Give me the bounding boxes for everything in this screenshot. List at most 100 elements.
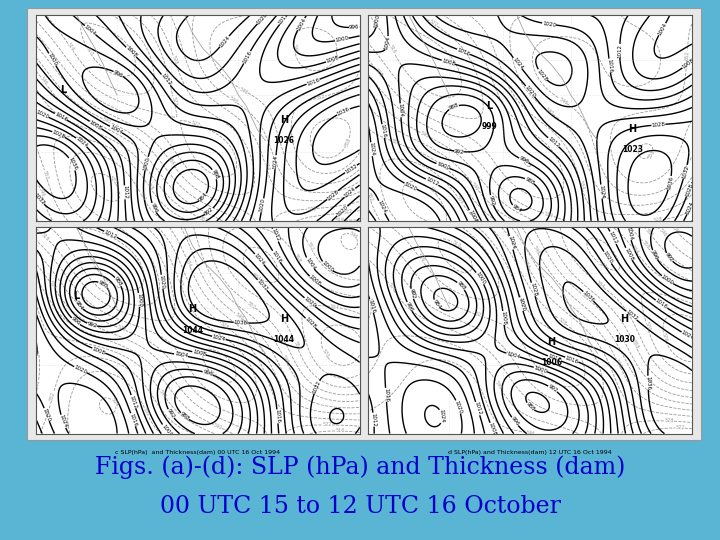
- Text: 540: 540: [228, 96, 238, 105]
- Text: 1036: 1036: [666, 176, 674, 190]
- Text: 1044: 1044: [274, 335, 294, 344]
- Text: 1016: 1016: [241, 50, 253, 65]
- Text: 540: 540: [102, 117, 112, 125]
- Text: 996: 996: [650, 249, 660, 261]
- Text: 984: 984: [74, 299, 84, 311]
- Text: 516: 516: [66, 42, 76, 53]
- Text: 1012: 1012: [160, 73, 172, 87]
- Text: 1000: 1000: [320, 260, 334, 273]
- Text: 1028: 1028: [529, 282, 537, 297]
- Text: 992: 992: [454, 148, 464, 154]
- Text: 1016: 1016: [379, 124, 387, 138]
- Text: 1020: 1020: [524, 84, 536, 98]
- Text: 1024: 1024: [598, 184, 605, 199]
- Text: 1016: 1016: [53, 111, 68, 123]
- Text: 564: 564: [251, 273, 262, 282]
- Text: 999: 999: [482, 122, 498, 131]
- Text: H: H: [189, 305, 197, 314]
- Text: 1020: 1020: [602, 250, 613, 265]
- Text: 996: 996: [348, 24, 359, 30]
- Text: 1036: 1036: [67, 157, 78, 171]
- Text: 1012: 1012: [617, 44, 622, 58]
- Text: H: H: [548, 336, 556, 347]
- Text: 534: 534: [184, 258, 192, 268]
- Text: 1012: 1012: [103, 229, 118, 240]
- Text: 00 UTC 15 to 12 UTC 16 October: 00 UTC 15 to 12 UTC 16 October: [160, 495, 560, 518]
- Text: 522: 522: [171, 96, 177, 106]
- Text: 558: 558: [641, 240, 650, 250]
- Text: 1024: 1024: [74, 136, 89, 149]
- Text: 992: 992: [86, 321, 98, 329]
- Text: 522: 522: [428, 19, 438, 28]
- Text: 992: 992: [547, 384, 559, 394]
- Text: 1006: 1006: [541, 358, 562, 367]
- Text: 1008: 1008: [681, 58, 696, 70]
- Text: 1036: 1036: [582, 290, 595, 303]
- Text: 1000: 1000: [474, 271, 486, 286]
- Text: 996: 996: [518, 156, 530, 165]
- Text: 546: 546: [657, 227, 667, 238]
- Text: 558: 558: [292, 340, 300, 351]
- Text: 1008: 1008: [192, 349, 207, 357]
- Text: 552: 552: [42, 170, 50, 180]
- Text: 570: 570: [597, 260, 608, 269]
- Text: 1024: 1024: [368, 142, 375, 157]
- Text: d SLP(hPa) and Thickness(dam) 12 UTC 16 Oct 1994: d SLP(hPa) and Thickness(dam) 12 UTC 16 …: [449, 450, 612, 455]
- Text: 1024: 1024: [685, 200, 695, 215]
- Text: 1020: 1020: [35, 109, 50, 120]
- Text: 564: 564: [138, 191, 147, 201]
- Text: 552: 552: [305, 241, 315, 252]
- Text: 996: 996: [510, 416, 520, 427]
- Text: 546: 546: [348, 231, 359, 240]
- Text: 534: 534: [522, 259, 531, 270]
- Text: 1004: 1004: [397, 103, 403, 118]
- Text: 1016: 1016: [383, 388, 389, 402]
- Text: 996: 996: [150, 202, 158, 214]
- Text: 534: 534: [262, 161, 270, 172]
- Text: 510: 510: [84, 46, 94, 57]
- Text: 1000: 1000: [47, 52, 58, 67]
- Text: 996: 996: [112, 69, 124, 78]
- Text: 1024: 1024: [253, 252, 266, 266]
- Text: 546: 546: [238, 86, 249, 95]
- Text: 1032: 1032: [624, 309, 639, 322]
- Text: 564: 564: [109, 397, 119, 408]
- Text: 528: 528: [307, 206, 317, 212]
- Text: 552: 552: [199, 215, 209, 224]
- Text: 988: 988: [523, 176, 536, 186]
- Text: 1012: 1012: [371, 413, 377, 427]
- Text: 996: 996: [202, 369, 213, 377]
- Text: 534: 534: [543, 211, 554, 219]
- Text: 546: 546: [531, 245, 541, 255]
- Text: 1004: 1004: [657, 22, 668, 37]
- Text: 546: 546: [470, 181, 480, 192]
- Text: 988: 988: [456, 280, 467, 292]
- Text: 1008: 1008: [89, 119, 103, 131]
- Text: 1012: 1012: [546, 136, 560, 149]
- Text: 980: 980: [97, 279, 109, 289]
- Text: 1032: 1032: [681, 164, 690, 179]
- Text: 504: 504: [87, 254, 96, 265]
- Text: 1000: 1000: [136, 293, 143, 307]
- Text: 540: 540: [671, 226, 681, 236]
- Text: 546: 546: [158, 388, 167, 399]
- Text: 1028: 1028: [304, 316, 318, 330]
- Text: H: H: [621, 314, 629, 323]
- Text: 1012: 1012: [547, 354, 562, 363]
- Text: 1012: 1012: [425, 177, 439, 187]
- Text: 1000: 1000: [334, 36, 349, 43]
- Text: 522: 522: [474, 312, 485, 320]
- Text: 1024: 1024: [438, 409, 445, 423]
- Text: 1000: 1000: [374, 14, 381, 28]
- Text: 1024: 1024: [272, 155, 279, 170]
- Text: 1016: 1016: [654, 298, 669, 310]
- Text: 1000: 1000: [143, 156, 150, 171]
- Text: 1016: 1016: [606, 58, 613, 73]
- Text: 1028: 1028: [684, 183, 694, 197]
- Text: 1044: 1044: [182, 326, 203, 335]
- Text: 522: 522: [343, 209, 353, 215]
- Text: 1020: 1020: [159, 274, 166, 289]
- Text: 516: 516: [415, 253, 425, 264]
- Text: 1036: 1036: [233, 320, 248, 326]
- Text: 1016: 1016: [271, 249, 282, 264]
